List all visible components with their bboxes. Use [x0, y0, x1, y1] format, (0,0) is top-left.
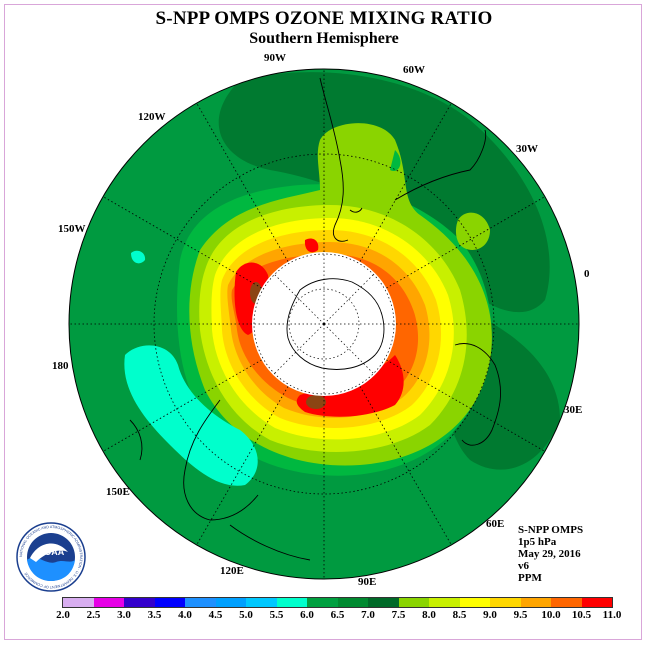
colorbar-tick-label: 10.0 [541, 609, 561, 621]
colorbar-tick-label: 2.0 [56, 609, 70, 621]
map-boundary [68, 68, 580, 580]
colorbar-swatch [154, 598, 185, 607]
lon-label-90w: 90W [264, 52, 286, 64]
colorbar-tick-label: 2.5 [86, 609, 101, 621]
info-version: v6 [518, 560, 529, 572]
colorbar-tick-label: 10.5 [571, 609, 592, 621]
colorbar [62, 597, 613, 608]
chart-title: S-NPP OMPS OZONE MIXING RATIO [155, 8, 493, 29]
colorbar-swatch [459, 598, 490, 607]
colorbar-swatch [124, 598, 155, 607]
colorbar-tick-label: 9.0 [483, 609, 497, 621]
colorbar-tick-label: 3.5 [147, 609, 162, 621]
info-level: 1p5 hPa [518, 536, 557, 548]
colorbar-tick-label: 6.0 [300, 609, 314, 621]
colorbar-tick-label: 4.5 [208, 609, 223, 621]
colorbar-tick-label: 5.5 [269, 609, 284, 621]
colorbar-swatch [520, 598, 551, 607]
lon-label-30e: 30E [564, 404, 583, 416]
lon-label-150e: 150E [106, 486, 130, 498]
lon-label-150w: 150W [58, 223, 86, 235]
colorbar-swatch [581, 598, 612, 607]
figure-frame [4, 4, 642, 640]
colorbar-tick-label: 11.0 [602, 609, 622, 621]
colorbar-tick-label: 9.5 [513, 609, 528, 621]
lon-label-120e: 120E [220, 565, 244, 577]
lon-label-60e: 60E [486, 518, 505, 530]
colorbar-swatch [429, 598, 460, 607]
colorbar-swatch [93, 598, 124, 607]
colorbar-tick-label: 7.0 [361, 609, 375, 621]
noaa-logo: NOAA NATIONAL OCEANIC AND ATMOSPHERIC AD… [16, 522, 86, 592]
lon-label-180: 180 [52, 360, 69, 372]
colorbar-swatch [215, 598, 246, 607]
chart-subtitle: Southern Hemisphere [249, 30, 399, 47]
noaa-logo-text: NOAA [38, 547, 65, 557]
colorbar-swatch [398, 598, 429, 607]
colorbar-swatch [185, 598, 216, 607]
lon-label-90e: 90E [358, 576, 377, 588]
colorbar-tick-label: 3.0 [117, 609, 131, 621]
colorbar-tick-label: 4.0 [178, 609, 192, 621]
lon-label-30w: 30W [516, 143, 538, 155]
lon-label-0: 0 [584, 268, 590, 280]
info-date: May 29, 2016 [518, 548, 581, 560]
colorbar-tick-label: 5.0 [239, 609, 253, 621]
info-units: PPM [518, 572, 542, 584]
colorbar-swatch [368, 598, 399, 607]
colorbar-swatch [337, 598, 368, 607]
lon-label-60w: 60W [403, 64, 425, 76]
colorbar-swatch [63, 598, 94, 607]
colorbar-tick-label: 7.5 [391, 609, 406, 621]
colorbar-swatch [276, 598, 307, 607]
colorbar-swatch [490, 598, 521, 607]
colorbar-swatch [551, 598, 582, 607]
lon-label-120w: 120W [138, 111, 166, 123]
colorbar-swatch [246, 598, 277, 607]
colorbar-tick-label: 6.5 [330, 609, 345, 621]
colorbar-tick-label: 8.0 [422, 609, 436, 621]
antarctica-coastline [286, 278, 385, 370]
info-instrument: S-NPP OMPS [518, 524, 584, 536]
info-block: S-NPP OMPS 1p5 hPa May 29, 2016 v6 PPM [518, 524, 583, 584]
colorbar-swatch [307, 598, 338, 607]
coastlines [129, 77, 501, 561]
colorbar-tick-label: 8.5 [452, 609, 467, 621]
